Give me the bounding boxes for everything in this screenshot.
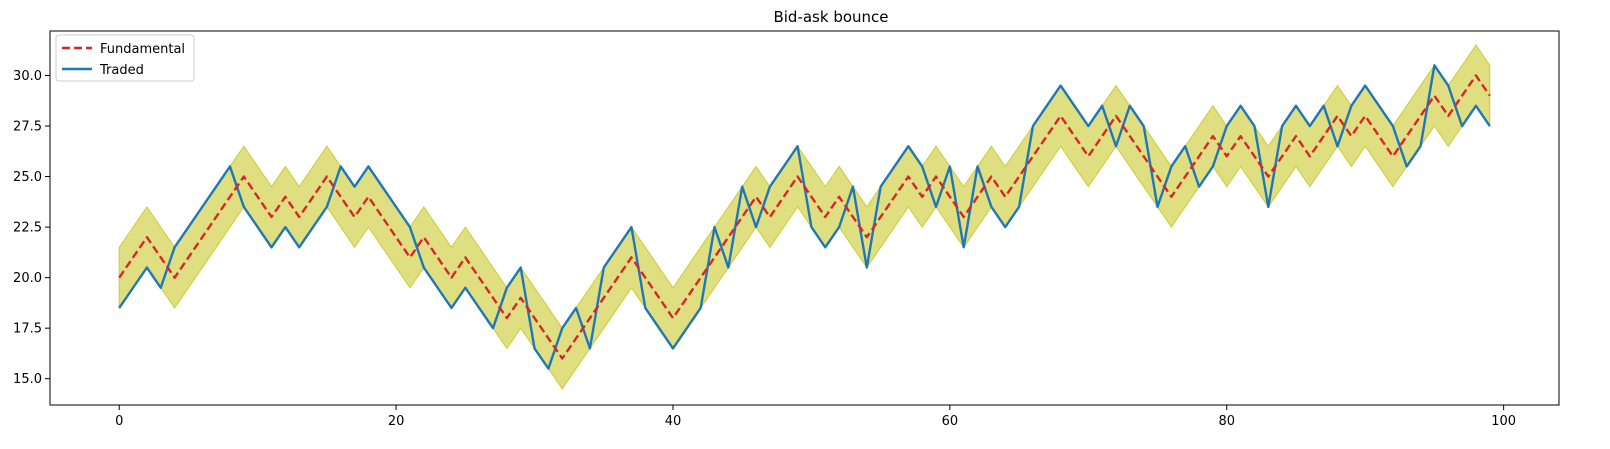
x-tick-label: 100 [1491, 414, 1516, 429]
y-tick-label: 25.0 [13, 170, 42, 185]
plot-area [49, 30, 1560, 406]
y-tick-label: 22.5 [13, 221, 42, 236]
y-tick-label: 27.5 [13, 120, 42, 135]
y-tick-label: 30.0 [13, 69, 42, 84]
spread-band [118, 44, 1491, 390]
legend: Fundamental Traded [55, 34, 195, 82]
y-axis: 15.0 17.5 20.0 22.5 25.0 27.5 30.0 [13, 69, 50, 387]
x-axis: 0 20 40 60 80 100 [115, 405, 1516, 429]
x-tick-label: 20 [388, 414, 405, 429]
x-tick-label: 80 [1218, 414, 1235, 429]
chart-title: Bid-ask bounce [773, 8, 888, 26]
y-tick-label: 17.5 [13, 322, 42, 337]
x-tick-label: 60 [942, 414, 959, 429]
y-tick-label: 20.0 [13, 271, 42, 286]
series-layer [118, 64, 1491, 370]
x-tick-label: 0 [115, 414, 123, 429]
legend-label-fundamental: Fundamental [100, 42, 185, 57]
series-line-fundamental [118, 74, 1491, 360]
x-tick-label: 40 [665, 414, 682, 429]
plot-frame [49, 30, 1560, 406]
y-tick-label: 15.0 [13, 372, 42, 387]
spread-band-layer [118, 44, 1491, 390]
legend-label-traded: Traded [99, 63, 144, 78]
